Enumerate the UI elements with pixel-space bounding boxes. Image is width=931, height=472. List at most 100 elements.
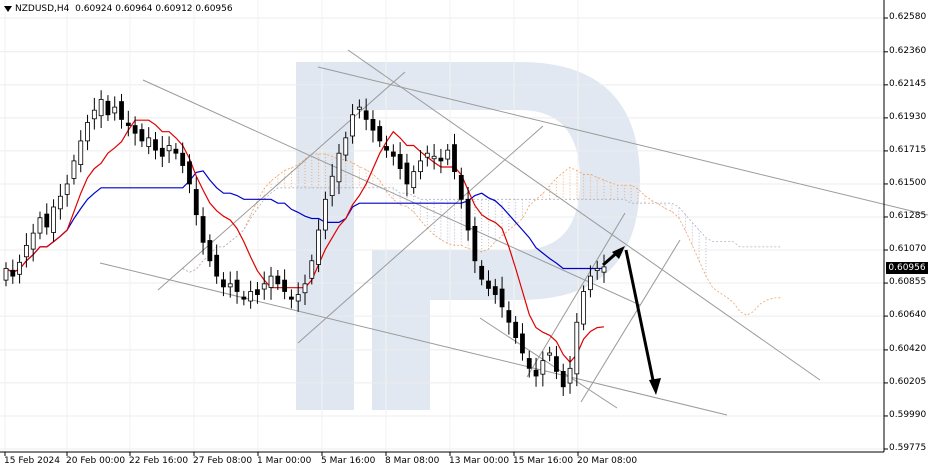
- candle-body: [547, 352, 553, 356]
- candle-body: [424, 152, 430, 158]
- candle-body: [445, 149, 451, 160]
- y-tick-label: 0.62580: [889, 12, 927, 22]
- candle-body: [255, 289, 260, 295]
- x-tick-label: 1 Mar 00:00: [257, 456, 312, 466]
- candle-body: [23, 245, 29, 258]
- y-tick-label: 0.60855: [889, 277, 927, 288]
- candle-body: [98, 99, 104, 117]
- x-axis-ticks: [4, 452, 579, 456]
- candle-body: [302, 283, 308, 294]
- candle-body: [139, 129, 145, 142]
- candle-body: [601, 266, 607, 273]
- candle-body: [588, 275, 593, 291]
- x-tick-label: 15 Mar 16:00: [513, 456, 574, 466]
- candle-body: [540, 360, 546, 375]
- x-tick-label: 5 Mar 16:00: [321, 456, 376, 466]
- y-tick-label: 0.60640: [889, 310, 927, 321]
- x-tick-label: 27 Feb 08:00: [193, 456, 253, 466]
- candle-body: [513, 321, 519, 339]
- y-tick-label: 0.61500: [889, 177, 927, 188]
- candle-body: [411, 171, 417, 189]
- candle-body: [214, 254, 220, 277]
- senkou-span-b: [182, 187, 781, 273]
- candle-body: [51, 206, 56, 233]
- candle-body: [526, 358, 532, 369]
- candle-body: [200, 216, 206, 243]
- candle-body: [173, 148, 179, 154]
- candle-body: [533, 369, 539, 377]
- candle-body: [64, 183, 70, 195]
- candle-body: [567, 367, 573, 384]
- candle-body: [227, 283, 233, 288]
- candle-body: [261, 283, 267, 290]
- candle-body: [554, 356, 559, 372]
- y-tick-label: 0.61715: [889, 144, 927, 155]
- candle-body: [241, 296, 247, 300]
- y-tick-label: 0.62145: [889, 78, 927, 89]
- candle-body: [465, 198, 471, 231]
- y-tick-label: 0.59990: [889, 409, 927, 420]
- kijun-line: [5, 170, 604, 273]
- candle-body: [3, 268, 9, 281]
- x-tick-label: 15 Feb 2024: [4, 456, 61, 466]
- candle-body: [159, 147, 165, 157]
- candle-body: [234, 279, 240, 292]
- candle-body: [574, 321, 580, 375]
- candle-body: [322, 198, 328, 231]
- candle-body: [289, 296, 294, 300]
- candle-body: [221, 279, 226, 288]
- x-tick-label: 8 Mar 08:00: [385, 456, 440, 466]
- candle-body: [390, 151, 396, 157]
- candlesticks: [3, 90, 607, 396]
- candle-body: [363, 110, 369, 120]
- candle-body: [153, 139, 158, 151]
- candle-body: [370, 119, 376, 131]
- candle-body: [350, 114, 355, 137]
- candle-body: [44, 213, 50, 228]
- candle-body: [71, 160, 77, 179]
- candle-body: [187, 161, 192, 185]
- forecast-arrows: [602, 246, 661, 395]
- candle-body: [282, 279, 288, 292]
- candle-body: [479, 265, 485, 280]
- y-axis-ticks: [884, 17, 888, 450]
- candle-body: [431, 155, 437, 160]
- candle-body: [472, 225, 478, 262]
- candle-body: [91, 109, 97, 120]
- candle-body: [132, 125, 138, 134]
- x-tick-label: 20 Mar 08:00: [577, 456, 638, 466]
- candle-body: [384, 146, 389, 151]
- collapse-triangle-icon[interactable]: [4, 5, 12, 12]
- x-tick-label: 22 Feb 16:00: [129, 456, 189, 466]
- symbol-label: NZDUSD,H4: [15, 4, 70, 14]
- candle-body: [506, 310, 512, 323]
- candle-body: [343, 137, 349, 156]
- candle-body: [30, 232, 36, 250]
- grid: [0, 0, 884, 452]
- candle-body: [275, 275, 281, 285]
- candle-body: [166, 145, 172, 152]
- candle-body: [377, 126, 383, 142]
- candle-body: [10, 269, 16, 277]
- candle-body: [486, 280, 491, 289]
- y-tick-label: 0.60205: [889, 376, 927, 387]
- candle-body: [105, 100, 111, 116]
- candle-body: [119, 101, 124, 120]
- candle-body: [499, 288, 505, 308]
- senkou-span-a: [182, 153, 781, 316]
- y-tick-label: 0.61930: [889, 111, 927, 122]
- ohlc-values: 0.60924 0.60964 0.60912 0.60956: [75, 4, 233, 14]
- trend-lines: [99, 49, 929, 416]
- y-tick-label: 0.59775: [889, 443, 927, 453]
- x-tick-label: 13 Mar 00:00: [449, 456, 510, 466]
- current-price-badge: 0.60956: [886, 261, 928, 274]
- y-tick-label: 0.60420: [889, 343, 927, 354]
- y-tick-label: 0.61070: [889, 244, 927, 255]
- candle-body: [452, 144, 457, 173]
- candle-body: [295, 294, 301, 302]
- candle-body: [37, 217, 43, 234]
- candle-body: [418, 160, 423, 173]
- candle-body: [57, 195, 63, 210]
- y-tick-label: 0.61285: [889, 210, 927, 221]
